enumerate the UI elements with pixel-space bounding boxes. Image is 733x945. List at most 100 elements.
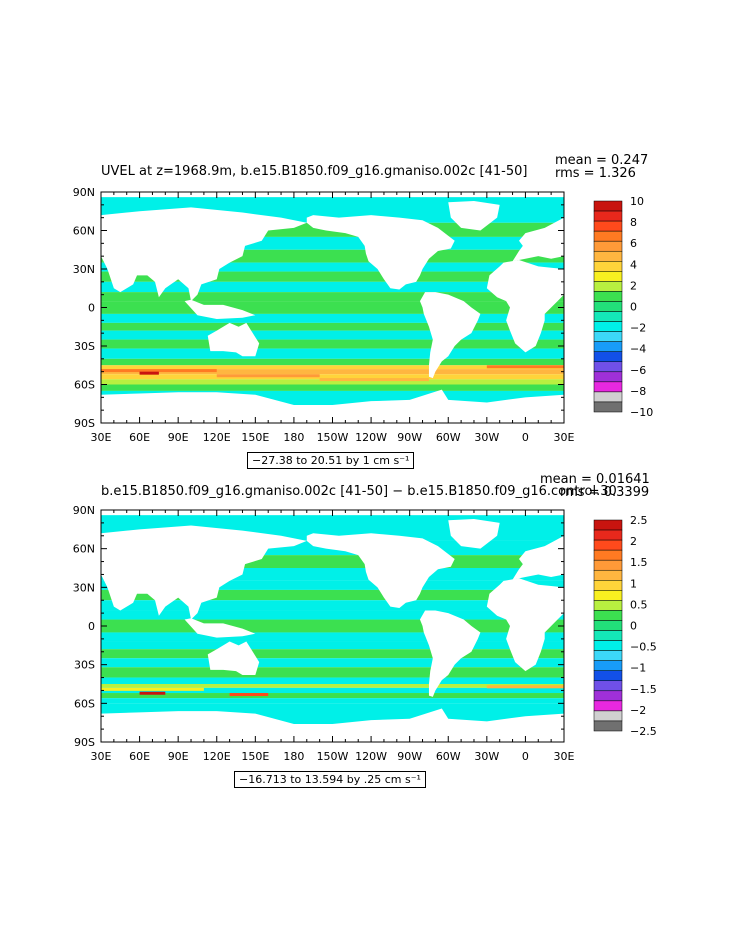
colorbar-swatch (593, 580, 623, 591)
y-tick-label: 60N (73, 225, 95, 238)
y-tick-label: 90S (74, 417, 95, 430)
y-tick-label: 30N (73, 581, 95, 594)
colorbar-swatch (593, 539, 623, 551)
ocean-band (101, 292, 564, 302)
land-australia (207, 641, 260, 675)
colorbar-label: −1 (630, 662, 646, 675)
y-tick-label: 30S (74, 659, 95, 672)
colorbar-swatch (593, 650, 623, 661)
ocean-band (101, 281, 564, 293)
colorbar-swatch (593, 710, 623, 722)
colorbar-label: −10 (630, 406, 653, 419)
panel-2-title: b.e15.B1850.f09_g16.gmaniso.002c [41-50]… (101, 484, 617, 499)
colorbar-swatch (593, 640, 623, 651)
colorbar-label: 4 (630, 258, 637, 271)
ocean-field (101, 515, 564, 742)
y-tick-label: 90N (73, 504, 95, 517)
x-tick-label: 0 (522, 750, 529, 763)
y-tick-label: 60N (73, 543, 95, 556)
land-antarctica (101, 389, 564, 423)
ocean-band (101, 330, 564, 340)
ocean-band (101, 358, 564, 366)
x-tick-label: 120E (203, 431, 231, 444)
colorbar-label: −8 (630, 385, 646, 398)
ocean-band (101, 632, 564, 642)
y-tick-label: 30N (73, 263, 95, 276)
land-greenland (448, 200, 500, 231)
y-tick-label: 0 (88, 620, 95, 633)
ocean-band (101, 262, 564, 272)
colorbar-label: 0 (630, 620, 637, 633)
land-australia (207, 322, 260, 357)
x-tick-label: 150E (241, 750, 269, 763)
colorbar-label: −4 (630, 343, 646, 356)
ocean-band (101, 339, 564, 349)
x-tick-label: 120W (355, 750, 387, 763)
current-streak (101, 687, 204, 691)
panel-1: UVEL at z=1968.9m, b.e15.B1850.f09_g16.g… (0, 0, 733, 470)
colorbar-swatch (593, 559, 623, 571)
land-europe (512, 217, 564, 262)
colorbar-label: 2.5 (630, 514, 648, 527)
ocean-band (101, 580, 564, 590)
ocean-band (101, 677, 564, 684)
ocean-band (101, 369, 564, 375)
ocean-band (101, 271, 564, 282)
current-streak (229, 693, 269, 697)
colorbar-swatch (593, 401, 623, 413)
x-tick-label: 180 (283, 431, 304, 444)
land-eurasia (101, 207, 307, 302)
current-streak (139, 371, 159, 375)
ocean-band (101, 589, 564, 601)
colorbar-label: 2 (630, 279, 637, 292)
current-streak (216, 374, 320, 378)
y-tick-label: 60S (74, 697, 95, 710)
y-tick-label: 90N (73, 186, 95, 199)
colorbar-swatch (593, 590, 623, 601)
colorbar-swatch (593, 600, 623, 611)
x-tick-label: 90W (397, 750, 422, 763)
land-indonesia (184, 618, 256, 638)
ocean-band (101, 667, 564, 678)
colorbar-label: −2.5 (630, 725, 657, 738)
ocean-band (101, 698, 564, 704)
x-tick-label: 150W (317, 750, 349, 763)
y-tick-label: 90S (74, 736, 95, 749)
colorbar-label: 1.5 (630, 556, 648, 569)
current-streak (139, 691, 166, 695)
ocean-band (101, 693, 564, 699)
x-tick-label: 60E (129, 431, 150, 444)
colorbar-swatch (593, 569, 623, 581)
x-tick-label: 150W (317, 431, 349, 444)
colorbar-label: 8 (630, 216, 637, 229)
x-tick-label: 30E (554, 750, 575, 763)
current-streak (486, 365, 564, 369)
ocean-band (101, 600, 564, 611)
ocean-band (101, 365, 564, 370)
colorbar-swatch (593, 700, 623, 712)
x-tick-label: 120E (203, 750, 231, 763)
panel-2-mean: mean = 0.01641 (540, 472, 650, 487)
colorbar-swatch (593, 670, 623, 682)
x-tick-label: 120W (355, 431, 387, 444)
ocean-band (101, 384, 564, 391)
colorbar-swatch (593, 610, 623, 621)
colorbar-swatch (593, 630, 623, 641)
colorbar-label: −1.5 (630, 683, 657, 696)
land-africa (486, 260, 564, 353)
colorbar-swatch (593, 690, 623, 702)
land-antarctica (101, 708, 564, 742)
x-tick-label: 30W (474, 750, 499, 763)
ocean-band (101, 687, 564, 694)
x-tick-label: 30E (554, 431, 575, 444)
x-tick-label: 90E (168, 431, 189, 444)
ocean-band (101, 322, 564, 331)
colorbar-swatch (593, 720, 623, 732)
ocean-band (101, 619, 564, 633)
x-tick-label: 30E (91, 750, 112, 763)
land-eurasia (101, 525, 307, 620)
land-samerica (419, 292, 481, 379)
x-tick-label: 30W (474, 431, 499, 444)
